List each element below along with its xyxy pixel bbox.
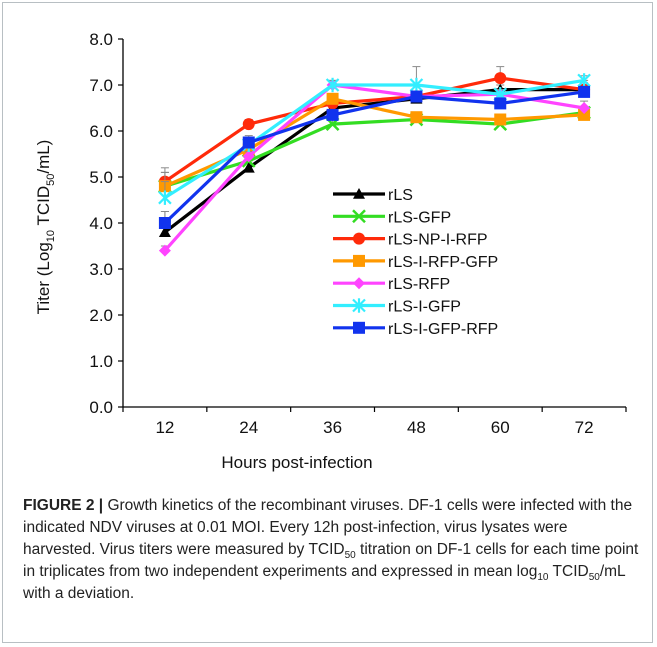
caption-label: FIGURE 2 | xyxy=(23,497,104,514)
data-point xyxy=(410,90,423,103)
series-line xyxy=(163,90,585,225)
figure-caption: FIGURE 2 | Growth kinetics of the recomb… xyxy=(23,495,643,605)
data-point xyxy=(353,277,365,290)
caption-text-2: titration on DF-1 cells for each time po… xyxy=(23,541,639,580)
data-point xyxy=(326,92,339,105)
x-tick-label: 24 xyxy=(239,418,258,437)
data-point xyxy=(578,85,591,98)
data-point xyxy=(158,217,171,229)
y-tick-label: 1.0 xyxy=(89,352,113,371)
x-tick-label: 48 xyxy=(407,418,426,437)
y-tick-label: 4.0 xyxy=(89,214,113,233)
x-axis-label: Hours post-infection xyxy=(221,453,372,472)
y-tick-label: 5.0 xyxy=(89,168,113,187)
legend-label: rLS-I-GFP-RFP xyxy=(388,321,498,338)
series-layer xyxy=(158,66,591,257)
y-tick-label: 2.0 xyxy=(89,306,113,325)
series-line xyxy=(164,97,585,188)
legend-entry: rLS-I-GFP-RFP xyxy=(333,321,498,338)
y-tick-label: 6.0 xyxy=(89,122,113,141)
legend-entry: rLS-NP-I-RFP xyxy=(333,232,488,249)
y-axis-label: Titer (Log10 TCID50/mL) xyxy=(34,140,57,315)
y-axis-label-sub1: 10 xyxy=(45,230,57,242)
series-line xyxy=(164,78,585,200)
data-point xyxy=(409,77,424,93)
data-point xyxy=(242,150,255,163)
growth-kinetics-chart: 0.01.02.03.04.05.06.07.08.012 24 36 48 60 72 … xyxy=(34,30,627,472)
caption-sub-3: 50 xyxy=(588,572,600,584)
legend-entry: rLS-I-RFP-GFP xyxy=(333,254,498,271)
x-tick-label: 12 xyxy=(155,418,174,437)
series-rls-i-gfp-rfp xyxy=(158,85,591,229)
caption-sub-1: 50 xyxy=(344,550,356,562)
data-point xyxy=(352,298,366,313)
series-line xyxy=(163,87,585,234)
legend-entry: rLS-RFP xyxy=(333,276,450,293)
y-axis-label-mid: TCID xyxy=(34,186,53,230)
data-point xyxy=(325,77,340,93)
data-point xyxy=(494,97,507,110)
data-point xyxy=(494,72,507,85)
series-line xyxy=(164,111,585,188)
legend: rLS rLS-GFP rLS-NP-I-RFP rLS-I-RFP-GFP rLS-R… xyxy=(333,187,498,338)
data-point xyxy=(577,73,591,88)
y-tick-label: 0.0 xyxy=(89,398,113,417)
data-point xyxy=(353,321,365,334)
legend-entry: rLS-I-GFP xyxy=(333,298,461,316)
data-point xyxy=(353,254,365,267)
legend-entry: rLS xyxy=(333,187,413,204)
caption-sub-2: 10 xyxy=(537,572,549,584)
legend-label: rLS-NP-I-RFP xyxy=(388,232,488,249)
y-axis-label-sub2: 50 xyxy=(45,174,57,186)
data-point xyxy=(242,136,255,149)
data-point xyxy=(352,209,366,224)
data-point xyxy=(242,118,255,131)
y-tick-label: 7.0 xyxy=(89,76,113,95)
x-tick-label: 36 xyxy=(323,418,342,437)
data-point xyxy=(326,108,339,121)
data-point xyxy=(158,226,171,237)
legend-label: rLS xyxy=(388,187,413,204)
data-point xyxy=(494,113,507,126)
data-point xyxy=(353,232,365,245)
legend-label: rLS-I-RFP-GFP xyxy=(388,254,498,271)
caption-text-1: Growth kinetics of the recombinant virus… xyxy=(23,497,633,558)
series-line xyxy=(164,76,585,183)
legend-label: rLS-GFP xyxy=(388,209,451,226)
axes: 0.0 1.0 2.0 3.0 4.0 5.0 6.0 7.0 8.0 12 24 36 48 60 72 xyxy=(89,30,627,437)
series-line xyxy=(163,83,585,252)
x-tick-label: 60 xyxy=(491,418,510,437)
caption-text-3: TCID xyxy=(548,563,589,580)
caption-text-4: /mL with a deviation. xyxy=(23,563,626,602)
legend-label: rLS-RFP xyxy=(388,276,450,293)
data-point xyxy=(242,161,255,173)
data-point xyxy=(410,111,423,124)
legend-entry: rLS-GFP xyxy=(333,209,451,226)
data-point xyxy=(158,190,172,205)
legend-label: rLS-I-GFP xyxy=(388,299,461,316)
x-tick-label: 72 xyxy=(575,418,594,437)
data-point xyxy=(578,102,591,114)
data-point xyxy=(158,244,171,257)
data-point xyxy=(353,188,365,199)
y-axis-label-main: Titer (Log xyxy=(34,242,53,314)
y-tick-label: 8.0 xyxy=(89,30,113,49)
y-tick-label: 3.0 xyxy=(89,260,113,279)
data-point xyxy=(578,108,591,121)
y-axis-label-end: /mL) xyxy=(34,140,53,174)
